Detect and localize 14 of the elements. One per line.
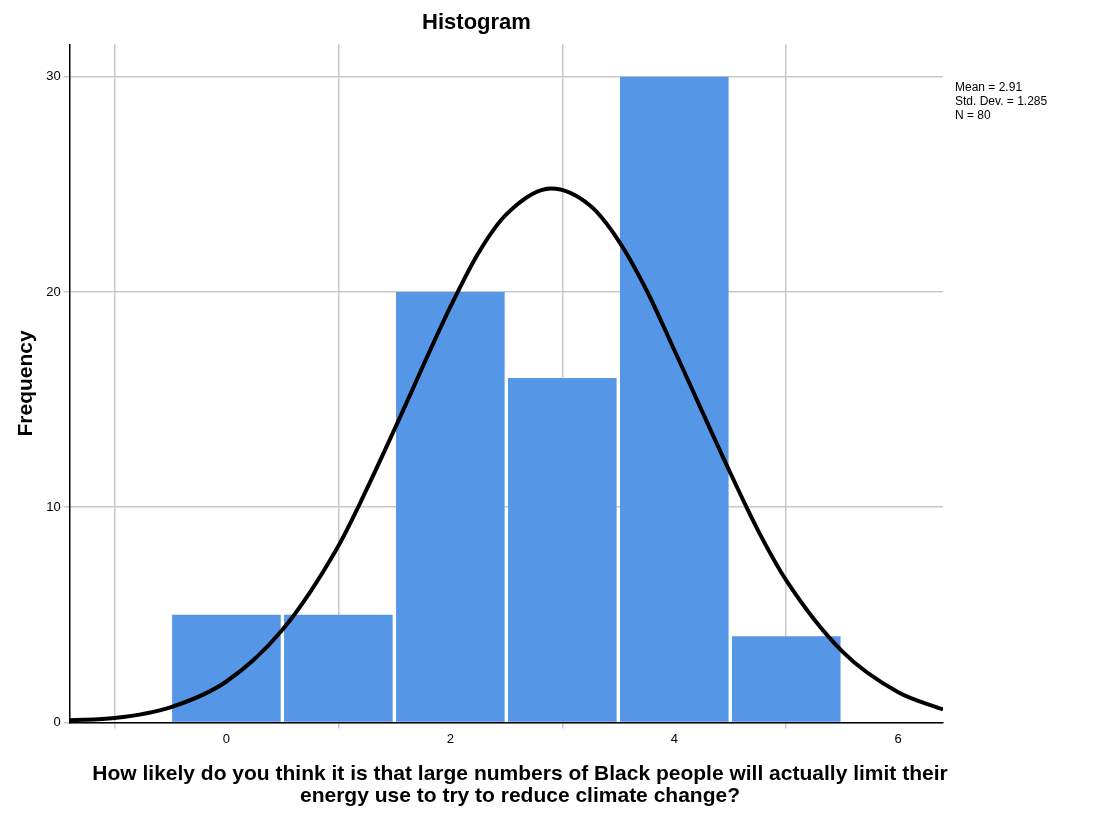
x-tick-label: 4 xyxy=(670,730,678,746)
text: N = 80 xyxy=(955,108,992,122)
x-tick-label: 6 xyxy=(894,730,902,746)
chart-title: Histogram xyxy=(422,9,531,35)
x-axis-title: How likely do you think it is that large numbers of Black people will actually limit their energy use to try to reduce climate change? xyxy=(91,761,949,806)
text: Mean = 2.91 xyxy=(955,80,1024,94)
y-tick-label: 20 xyxy=(46,283,61,299)
x-tick-label: 0 xyxy=(222,730,231,746)
y-tick-label: 30 xyxy=(46,68,61,84)
text: Std. Dev. = 1.285 xyxy=(955,94,1048,108)
y-tick-label: 0 xyxy=(53,713,61,729)
x-tick-label: 2 xyxy=(446,730,454,746)
y-tick-label: 10 xyxy=(46,498,61,514)
y-axis-title: Frequency xyxy=(13,329,37,437)
